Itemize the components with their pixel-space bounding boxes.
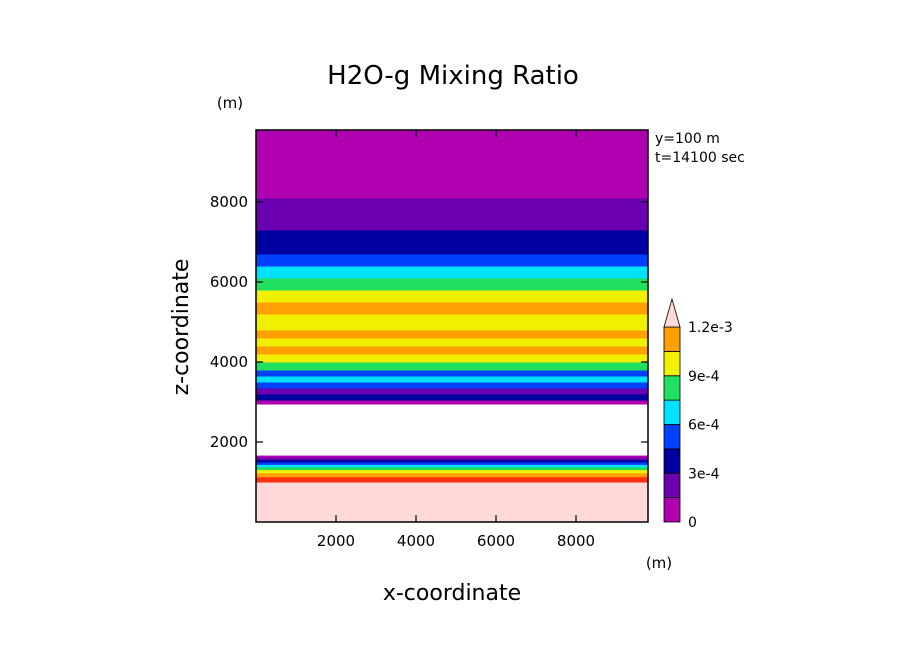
- contour-band-1: [256, 476, 648, 483]
- colorbar-swatch: [663, 375, 681, 401]
- x-tick-label: 4000: [397, 532, 435, 550]
- contour-band-15: [256, 370, 648, 377]
- annotation-y-slice: y=100 m: [655, 131, 720, 147]
- contour-band-23: [256, 290, 648, 303]
- colorbar-label: 1.2e-3: [688, 320, 733, 336]
- contour-band-24: [256, 278, 648, 291]
- x-unit-label: (m): [646, 554, 672, 572]
- contour-band-6: [256, 462, 648, 465]
- colorbar-label: 6e-4: [688, 418, 720, 434]
- colorbar-label: 9e-4: [688, 369, 720, 385]
- contour-band-18: [256, 346, 648, 355]
- contour-band-2: [256, 472, 648, 478]
- colorbar-label: 3e-4: [688, 466, 720, 482]
- contour-band-8: [256, 457, 648, 461]
- contour-band-29: [256, 130, 648, 199]
- contour-band-25: [256, 266, 648, 279]
- contour-band-27: [256, 230, 648, 255]
- x-tick-label: 2000: [317, 532, 355, 550]
- colorbar: 0 3e-4 6e-4 9e-4 1.2e-3: [663, 297, 733, 531]
- plot-frame: [255, 129, 649, 523]
- y-tick-label: 8000: [210, 193, 248, 211]
- contour-band-3: [256, 469, 648, 474]
- contour-band-19: [256, 338, 648, 347]
- annotation-time: t=14100 sec: [655, 150, 745, 166]
- chart-title: H2O-g Mixing Ratio: [327, 61, 579, 91]
- contour-band-11: [256, 394, 648, 401]
- colorbar-swatch: [663, 472, 681, 499]
- x-axis-label: x-coordinate: [383, 581, 521, 606]
- contour-band-0: [256, 482, 648, 523]
- y-tick-label: 6000: [210, 273, 248, 291]
- y-axis-label: z-coordinate: [169, 259, 194, 396]
- contour-band-17: [256, 354, 648, 363]
- colorbar-swatch: [663, 399, 681, 425]
- contour-band-7: [256, 459, 648, 463]
- x-tick-label: 6000: [477, 532, 515, 550]
- colorbar-swatch: [663, 424, 681, 450]
- contour-band-13: [256, 382, 648, 389]
- y-unit-label: (m): [217, 94, 243, 112]
- contour-band-4: [256, 466, 648, 471]
- contour-band-5: [256, 464, 648, 468]
- contour-band-22: [256, 302, 648, 315]
- contour-band-9: [256, 455, 648, 458]
- x-tick-label: 8000: [557, 532, 595, 550]
- contour-band-20: [256, 330, 648, 339]
- x-axis: 2000 4000 6000 8000: [317, 130, 595, 550]
- contour-band-14: [256, 376, 648, 383]
- colorbar-label: 0: [688, 515, 697, 531]
- y-axis: 2000 4000 6000 8000: [210, 193, 648, 451]
- contour-band-12: [256, 388, 648, 395]
- contour-band-16: [256, 362, 648, 371]
- colorbar-swatch: [663, 350, 681, 377]
- colorbar-swatch: [663, 448, 681, 474]
- colorbar-over-arrow: [663, 297, 681, 328]
- colorbar-swatch: [663, 326, 681, 352]
- contour-band-28: [256, 198, 648, 231]
- y-tick-label: 4000: [210, 353, 248, 371]
- colorbar-swatch: [663, 497, 681, 523]
- contour-band-26: [256, 254, 648, 267]
- contour-band-21: [256, 314, 648, 331]
- contour-band-10: [256, 400, 648, 405]
- y-tick-label: 2000: [210, 433, 248, 451]
- plot-area: [256, 130, 648, 523]
